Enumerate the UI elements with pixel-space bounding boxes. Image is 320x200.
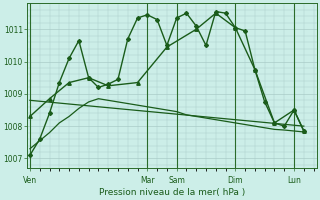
X-axis label: Pression niveau de la mer( hPa ): Pression niveau de la mer( hPa ) (99, 188, 245, 197)
